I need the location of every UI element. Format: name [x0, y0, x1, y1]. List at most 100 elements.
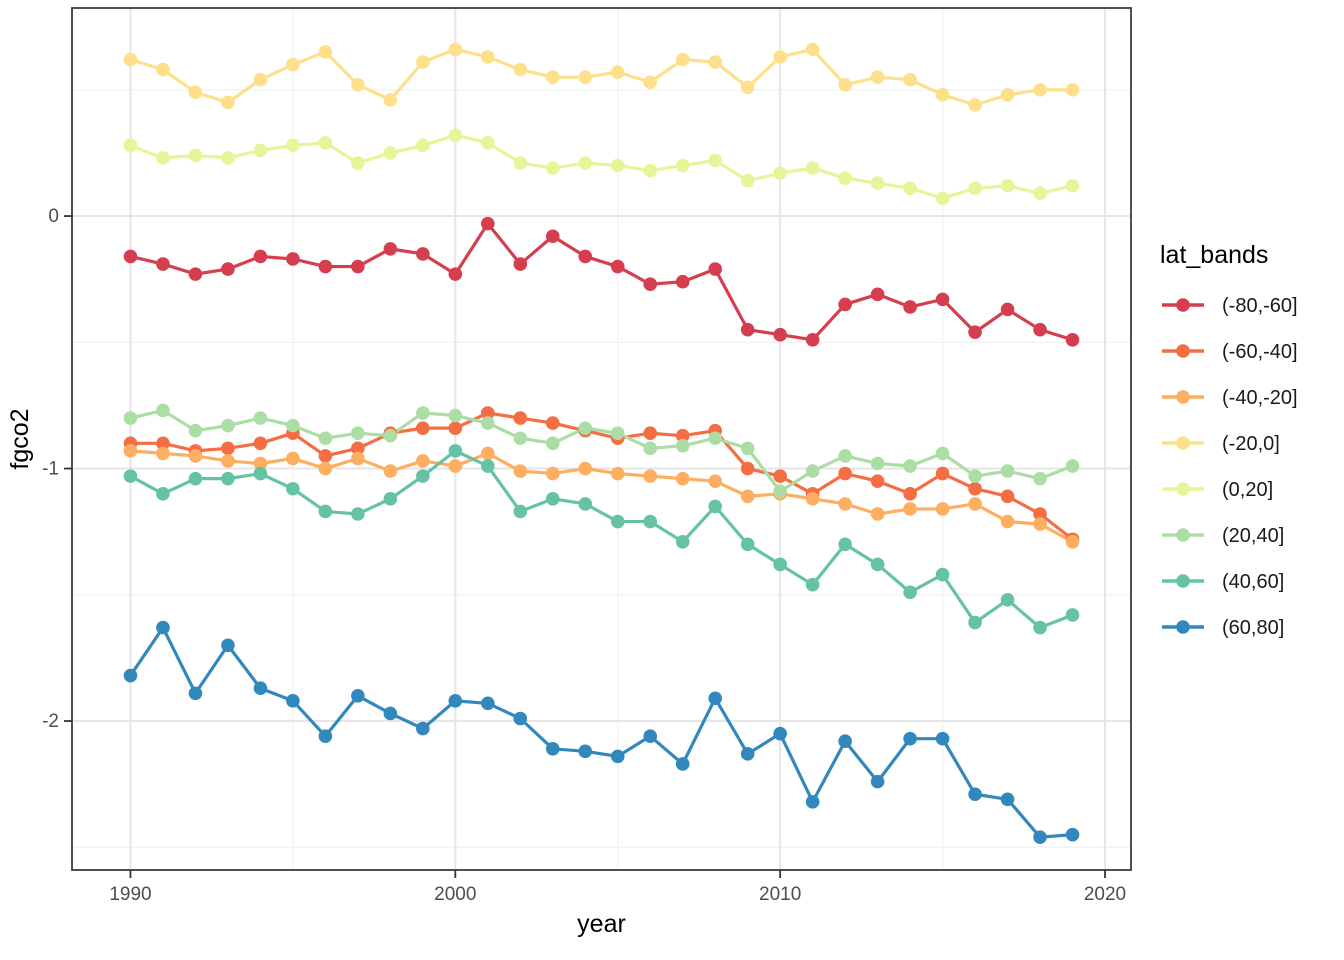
data-point-(-20,0]: [838, 77, 852, 92]
data-point-(-20,0]: [968, 98, 982, 112]
data-point-(-40,-20]: [286, 451, 300, 466]
data-point-(-80,-60]: [578, 249, 593, 264]
data-point-(0,20]: [123, 138, 138, 153]
data-point-(-20,0]: [286, 57, 300, 72]
x-tick-label: 1990: [109, 884, 151, 905]
data-point-(-20,0]: [156, 62, 170, 77]
data-point-(0,20]: [870, 176, 885, 191]
data-point-(-40,-20]: [968, 497, 982, 511]
data-point-(20,40]: [513, 431, 528, 446]
data-point-(-80,-60]: [253, 249, 268, 264]
data-point-(-40,-20]: [643, 469, 658, 483]
data-point-(60,80]: [318, 729, 333, 743]
data-point-(-40,-20]: [123, 444, 138, 458]
data-point-(40,60]: [448, 444, 463, 458]
data-point-(-20,0]: [870, 70, 885, 84]
data-point-(20,40]: [740, 441, 755, 456]
data-point-(-20,0]: [221, 95, 235, 110]
data-point-(-40,-20]: [156, 446, 170, 461]
data-point-(-40,-20]: [545, 466, 560, 481]
data-point-(60,80]: [708, 691, 722, 706]
data-point-(-20,0]: [545, 70, 560, 84]
data-point-(40,60]: [740, 537, 755, 552]
data-point-(-80,-60]: [351, 259, 365, 274]
data-point-(0,20]: [513, 156, 528, 170]
data-point-(20,40]: [123, 411, 138, 425]
data-point-(40,60]: [416, 469, 430, 483]
data-point-(-60,-40]: [156, 436, 170, 451]
data-point-(60,80]: [123, 668, 138, 683]
legend-label: (-80,-60]: [1222, 295, 1298, 317]
data-point-(-80,-60]: [708, 262, 722, 276]
y-tick-label: -2: [42, 711, 59, 732]
data-point-(40,60]: [805, 577, 820, 592]
data-point-(-40,-20]: [481, 446, 495, 461]
data-point-(60,80]: [675, 757, 690, 771]
data-point-(0,20]: [1065, 178, 1080, 193]
data-point-(-20,0]: [416, 55, 430, 69]
data-point-(-20,0]: [1033, 83, 1047, 97]
data-point-(20,40]: [286, 418, 300, 433]
data-point-(20,40]: [383, 428, 398, 443]
data-point-(20,40]: [968, 469, 982, 483]
data-point-(0,20]: [286, 138, 300, 153]
data-point-(-40,-20]: [383, 464, 398, 478]
data-point-(-80,-60]: [1033, 322, 1047, 337]
data-point-(20,40]: [1065, 459, 1080, 473]
legend-item-(-20,0]: (-20,0]: [1162, 433, 1280, 455]
data-point-(-60,-40]: [221, 441, 235, 456]
data-point-(20,40]: [351, 426, 365, 440]
data-point-(-40,-20]: [448, 459, 463, 473]
data-point-(-40,-20]: [351, 451, 365, 466]
data-point-(60,80]: [383, 706, 398, 721]
data-point-(20,40]: [188, 423, 203, 438]
data-point-(-40,-20]: [870, 507, 885, 521]
data-point-(60,80]: [935, 731, 950, 746]
data-point-(0,20]: [448, 128, 463, 143]
data-point-(20,40]: [156, 403, 170, 418]
data-point-(0,20]: [351, 156, 365, 170]
data-point-(40,60]: [838, 537, 852, 552]
data-point-(0,20]: [156, 151, 170, 165]
data-point-(40,60]: [968, 615, 982, 630]
data-point-(20,40]: [448, 408, 463, 423]
data-point-(-20,0]: [675, 52, 690, 67]
data-point-(60,80]: [1065, 827, 1080, 842]
data-point-(-60,-40]: [838, 466, 852, 481]
data-point-(-80,-60]: [448, 267, 463, 281]
data-point-(0,20]: [935, 191, 950, 206]
data-point-(-80,-60]: [903, 300, 917, 314]
data-point-(60,80]: [578, 744, 593, 759]
data-point-(-80,-60]: [188, 267, 203, 281]
data-point-(60,80]: [416, 721, 430, 736]
data-point-(40,60]: [903, 585, 917, 600]
legend-item-(-40,-20]: (-40,-20]: [1162, 387, 1298, 409]
data-point-(20,40]: [643, 441, 658, 456]
data-point-(-80,-60]: [1000, 302, 1015, 317]
data-point-(60,80]: [643, 729, 658, 743]
legend-label: (0,20]: [1222, 479, 1273, 501]
data-point-(-20,0]: [318, 45, 333, 59]
data-point-(-40,-20]: [708, 474, 722, 488]
x-tick-label: 2020: [1084, 884, 1126, 905]
data-point-(40,60]: [643, 514, 658, 529]
data-point-(-40,-20]: [1000, 514, 1015, 529]
data-point-(20,40]: [318, 431, 333, 446]
data-point-(-60,-40]: [448, 421, 463, 435]
data-point-(0,20]: [253, 143, 268, 158]
legend-label: (20,40]: [1222, 525, 1284, 547]
data-point-(20,40]: [838, 449, 852, 463]
data-point-(-60,-40]: [740, 461, 755, 476]
legend-key-dot: [1176, 482, 1190, 496]
data-point-(60,80]: [351, 688, 365, 703]
data-point-(-40,-20]: [578, 461, 593, 476]
data-point-(0,20]: [675, 158, 690, 173]
data-point-(-60,-40]: [513, 411, 528, 425]
data-point-(20,40]: [708, 431, 722, 446]
data-point-(-20,0]: [903, 72, 917, 87]
data-point-(0,20]: [610, 158, 625, 173]
y-tick-label: 0: [48, 206, 59, 227]
data-point-(0,20]: [188, 148, 203, 163]
x-axis-title: year: [577, 910, 626, 938]
data-point-(-40,-20]: [188, 449, 203, 463]
